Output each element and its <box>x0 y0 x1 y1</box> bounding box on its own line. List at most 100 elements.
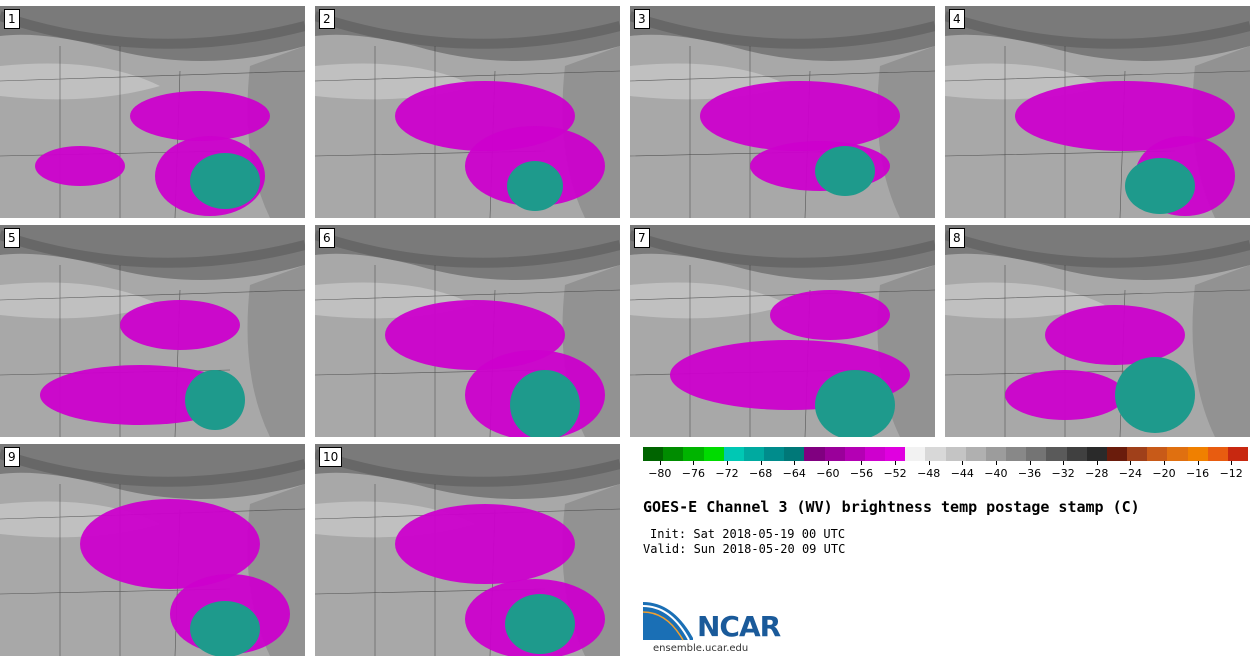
panel-label: 8 <box>949 228 965 248</box>
map-image <box>315 444 620 656</box>
map-image <box>630 6 935 218</box>
colorbar-segment <box>683 447 704 461</box>
logo-url: ensemble.ucar.edu <box>653 643 749 654</box>
map-image <box>945 6 1250 218</box>
colorbar-segment <box>784 447 805 461</box>
colorbar-tick <box>693 461 695 465</box>
colorbar-tick <box>962 461 964 465</box>
colorbar-segment <box>743 447 765 461</box>
colorbar-tick <box>928 461 930 465</box>
panel-label: 1 <box>4 9 20 29</box>
colorbar-ticks: −80 −76 −72 −68 −64 −60 −56 −52 −48 −44 −40 −36 −32−… <box>643 461 1248 481</box>
colorbar-tick <box>659 461 661 465</box>
chart-title: GOES-E Channel 3 (WV) brightness temp po… <box>643 498 1140 516</box>
colorbar-tick-label: −60 <box>816 467 840 480</box>
colorbar-tick <box>1096 461 1098 465</box>
panel-1: 1 <box>0 6 305 218</box>
ncar-logo <box>643 602 693 641</box>
colorbar-tick-label: −28 <box>1085 467 1109 480</box>
panel-label: 9 <box>4 447 20 467</box>
colorbar-tick-label: −56 <box>849 467 874 480</box>
panel-label: 2 <box>319 9 335 29</box>
panel-label: 6 <box>319 228 335 248</box>
colorbar-segment <box>844 447 865 461</box>
colorbar-segment <box>1026 447 1047 461</box>
colorbar-tick <box>794 461 796 465</box>
colorbar-segment <box>905 447 926 461</box>
panel-2: 2 <box>315 6 620 218</box>
colorbar-segment <box>703 447 724 461</box>
colorbar-segment <box>985 447 1007 461</box>
map-image <box>630 225 935 437</box>
colorbar-tick-label: −80 <box>648 467 672 480</box>
panel-label: 4 <box>949 9 965 29</box>
colorbar-segment <box>1006 447 1027 461</box>
colorbar-tick <box>827 461 829 465</box>
colorbar-tick <box>1029 461 1031 465</box>
colorbar-tick <box>760 461 762 465</box>
map-image <box>0 444 305 656</box>
colorbar-tick-label: −72 <box>715 467 739 480</box>
colorbar-segment <box>1147 447 1168 461</box>
colorbar-tick-label: −76 <box>681 467 706 480</box>
panel-label: 10 <box>319 447 343 467</box>
colorbar-segment <box>1106 447 1128 461</box>
panel-9: 9 <box>0 444 305 656</box>
colorbar-segment <box>1046 447 1067 461</box>
colorbar-segment <box>885 447 906 461</box>
init-time: Init: Sat 2018-05-19 00 UTC <box>650 527 846 541</box>
colorbar-segment <box>1227 447 1249 461</box>
panel-8: 8 <box>945 225 1250 437</box>
colorbar-segment <box>1207 447 1228 461</box>
colorbar-segment <box>1086 447 1107 461</box>
colorbar-segment <box>663 447 684 461</box>
map-image <box>315 6 620 218</box>
colorbar-segment <box>965 447 986 461</box>
colorbar-tick <box>1130 461 1132 465</box>
panel-4: 4 <box>945 6 1250 218</box>
colorbar-segment <box>1167 447 1188 461</box>
colorbar-tick-label: −20 <box>1152 467 1176 480</box>
colorbar-tick <box>1231 461 1233 465</box>
colorbar-tick <box>1197 461 1199 465</box>
colorbar-tick <box>1163 461 1165 465</box>
colorbar-segment <box>1066 447 1087 461</box>
colorbar-tick-label: −48 <box>917 467 941 480</box>
colorbar-segment <box>925 447 946 461</box>
colorbar-tick-label: −44 <box>950 467 974 480</box>
colorbar-tick-label: −68 <box>749 467 773 480</box>
colorbar-tick-label: −36 <box>1017 467 1042 480</box>
colorbar-tick-label: −64 <box>782 467 806 480</box>
map-image <box>945 225 1250 437</box>
panel-7: 7 <box>630 225 935 437</box>
colorbar-tick <box>895 461 897 465</box>
panel-label: 7 <box>634 228 650 248</box>
colorbar-tick-label: −16 <box>1185 467 1210 480</box>
colorbar-segment <box>945 447 966 461</box>
map-image <box>0 6 305 218</box>
colorbar-tick <box>995 461 997 465</box>
colorbar-segment <box>804 447 825 461</box>
colorbar-tick-label: −40 <box>984 467 1008 480</box>
colorbar-segment <box>864 447 886 461</box>
colorbar-segment <box>643 447 664 461</box>
colorbar-segment <box>1187 447 1208 461</box>
colorbar-segment <box>1127 447 1148 461</box>
colorbar-tick-label: −12 <box>1219 467 1243 480</box>
map-image <box>0 225 305 437</box>
logo-text: NCAR <box>697 610 781 643</box>
colorbar-tick-label: −24 <box>1118 467 1142 480</box>
colorbar-tick <box>861 461 863 465</box>
panel-6: 6 <box>315 225 620 437</box>
panel-label: 3 <box>634 9 650 29</box>
colorbar-segment <box>764 447 785 461</box>
colorbar-segment <box>723 447 744 461</box>
panel-label: 5 <box>4 228 20 248</box>
colorbar-tick <box>1063 461 1065 465</box>
colorbar <box>643 447 1249 461</box>
panel-3: 3 <box>630 6 935 218</box>
colorbar-tick-label: −52 <box>883 467 907 480</box>
colorbar-tick <box>727 461 729 465</box>
map-image <box>315 225 620 437</box>
panel-10: 10 <box>315 444 620 656</box>
